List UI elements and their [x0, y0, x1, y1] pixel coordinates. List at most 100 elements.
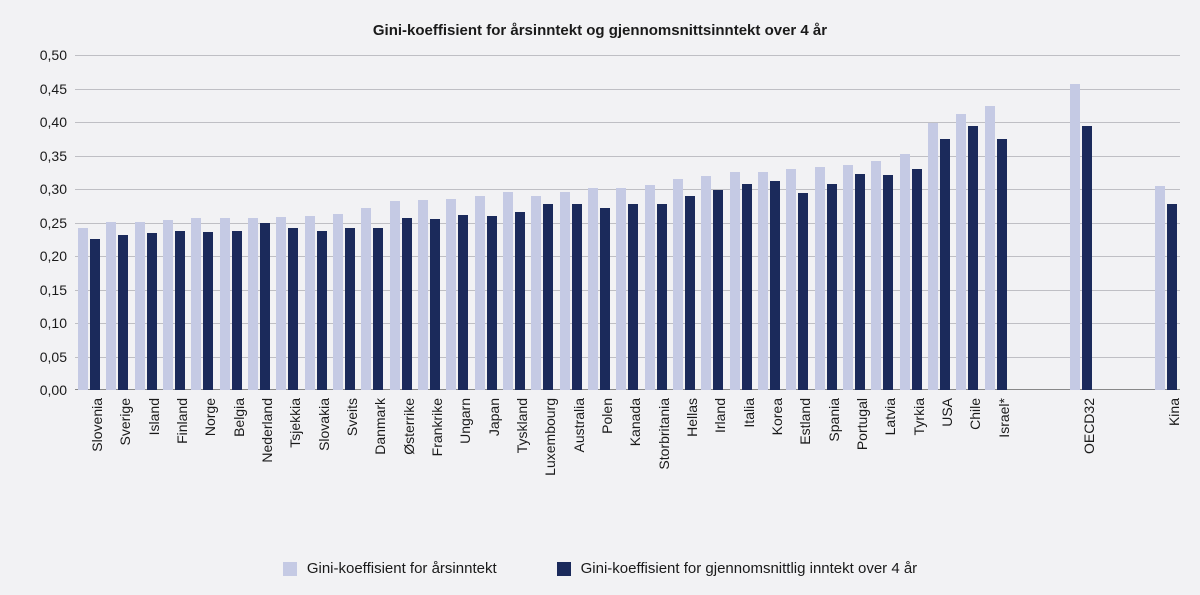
- x-tick-label: Slovenia: [89, 398, 105, 452]
- bar-group: Storbritania: [642, 55, 670, 390]
- bar: [175, 231, 185, 390]
- bar: [588, 188, 598, 390]
- y-tick-label: 0,40: [40, 114, 67, 130]
- bar: [163, 220, 173, 390]
- plot-area: 0,000,050,100,150,200,250,300,350,400,45…: [75, 55, 1180, 390]
- x-tick-label: Kanada: [627, 398, 643, 446]
- bar-group: Latvia: [868, 55, 896, 390]
- bar-group: Nederland: [245, 55, 273, 390]
- bar-group: Spania: [812, 55, 840, 390]
- y-tick-label: 0,35: [40, 148, 67, 164]
- legend-item-series-2: Gini-koeffisient for gjennomsnittlig inn…: [557, 560, 918, 577]
- bar-group: Tyrkia: [897, 55, 925, 390]
- bar: [786, 169, 796, 390]
- bar-group: Estland: [783, 55, 811, 390]
- bar: [78, 228, 88, 390]
- bar: [361, 208, 371, 390]
- bar: [402, 218, 412, 390]
- bar-group: OECD32: [1067, 55, 1095, 390]
- bar: [827, 184, 837, 390]
- bar: [855, 174, 865, 390]
- y-tick-label: 0,20: [40, 248, 67, 264]
- bar: [883, 175, 893, 390]
- bar: [1155, 186, 1165, 390]
- x-tick-label: Island: [146, 398, 162, 435]
- bar: [203, 232, 213, 390]
- bar: [475, 196, 485, 390]
- x-tick-label: Kina: [1166, 398, 1182, 426]
- x-tick-label: Latvia: [882, 398, 898, 435]
- bar: [843, 165, 853, 390]
- bar: [928, 123, 938, 390]
- bar: [147, 233, 157, 390]
- bar: [572, 204, 582, 390]
- y-tick-label: 0,05: [40, 349, 67, 365]
- bar-group: Sveits: [330, 55, 358, 390]
- y-tick-label: 0,30: [40, 181, 67, 197]
- bar: [232, 231, 242, 390]
- bar: [305, 216, 315, 390]
- bar-group: Belgia: [217, 55, 245, 390]
- bar: [135, 222, 145, 390]
- bar: [390, 201, 400, 390]
- bar: [815, 167, 825, 390]
- bar: [543, 204, 553, 390]
- bar: [430, 219, 440, 390]
- bar: [288, 228, 298, 390]
- bar-group: Italia: [727, 55, 755, 390]
- bar-group: Korea: [755, 55, 783, 390]
- bar: [531, 196, 541, 390]
- x-tick-label: Tyrkia: [911, 398, 927, 435]
- bar: [600, 208, 610, 390]
- chart-container: Gini-koeffisient for årsinntekt og gjenn…: [0, 0, 1200, 595]
- bar-group: Kanada: [613, 55, 641, 390]
- bar-group: Portugal: [840, 55, 868, 390]
- bar: [657, 204, 667, 390]
- x-tick-label: Estland: [797, 398, 813, 445]
- bar-group: Australia: [557, 55, 585, 390]
- bar: [191, 218, 201, 390]
- x-tick-label: Sverige: [117, 398, 133, 445]
- bar: [446, 199, 456, 390]
- bar: [260, 223, 270, 391]
- legend-label: Gini-koeffisient for årsinntekt: [307, 560, 497, 577]
- x-tick-label: Nederland: [259, 398, 275, 463]
- bar: [940, 139, 950, 390]
- x-tick-label: Irland: [712, 398, 728, 433]
- bar: [985, 106, 995, 390]
- bar-group: Kina: [1152, 55, 1180, 390]
- bar-group: Chile: [953, 55, 981, 390]
- legend: Gini-koeffisient for årsinntekt Gini-koe…: [0, 560, 1200, 577]
- bar: [118, 235, 128, 390]
- bar: [912, 169, 922, 390]
- bar: [758, 172, 768, 390]
- bar-group: Slovenia: [75, 55, 103, 390]
- bar-group: Danmark: [358, 55, 386, 390]
- bar: [458, 215, 468, 390]
- y-tick-label: 0,15: [40, 282, 67, 298]
- bar: [968, 126, 978, 390]
- y-tick-label: 0,00: [40, 382, 67, 398]
- x-tick-label: Portugal: [854, 398, 870, 450]
- bar-group: Østerrike: [387, 55, 415, 390]
- bar: [418, 200, 428, 390]
- y-tick-label: 0,45: [40, 81, 67, 97]
- x-tick-label: Tsjekkia: [287, 398, 303, 448]
- bar-group: Polen: [585, 55, 613, 390]
- x-tick-label: Tyskland: [514, 398, 530, 453]
- bar: [345, 228, 355, 390]
- bar-group: Irland: [698, 55, 726, 390]
- x-tick-label: Østerrike: [401, 398, 417, 455]
- bar: [616, 188, 626, 390]
- bar-group: USA: [925, 55, 953, 390]
- bar: [770, 181, 780, 390]
- x-tick-label: Ungarn: [457, 398, 473, 444]
- legend-swatch: [283, 562, 297, 576]
- y-tick-label: 0,10: [40, 315, 67, 331]
- x-tick-label: Storbritania: [656, 398, 672, 470]
- bar-group: Israel*: [982, 55, 1010, 390]
- bar: [1167, 204, 1177, 390]
- bar: [333, 214, 343, 390]
- bar: [276, 217, 286, 390]
- bar: [373, 228, 383, 390]
